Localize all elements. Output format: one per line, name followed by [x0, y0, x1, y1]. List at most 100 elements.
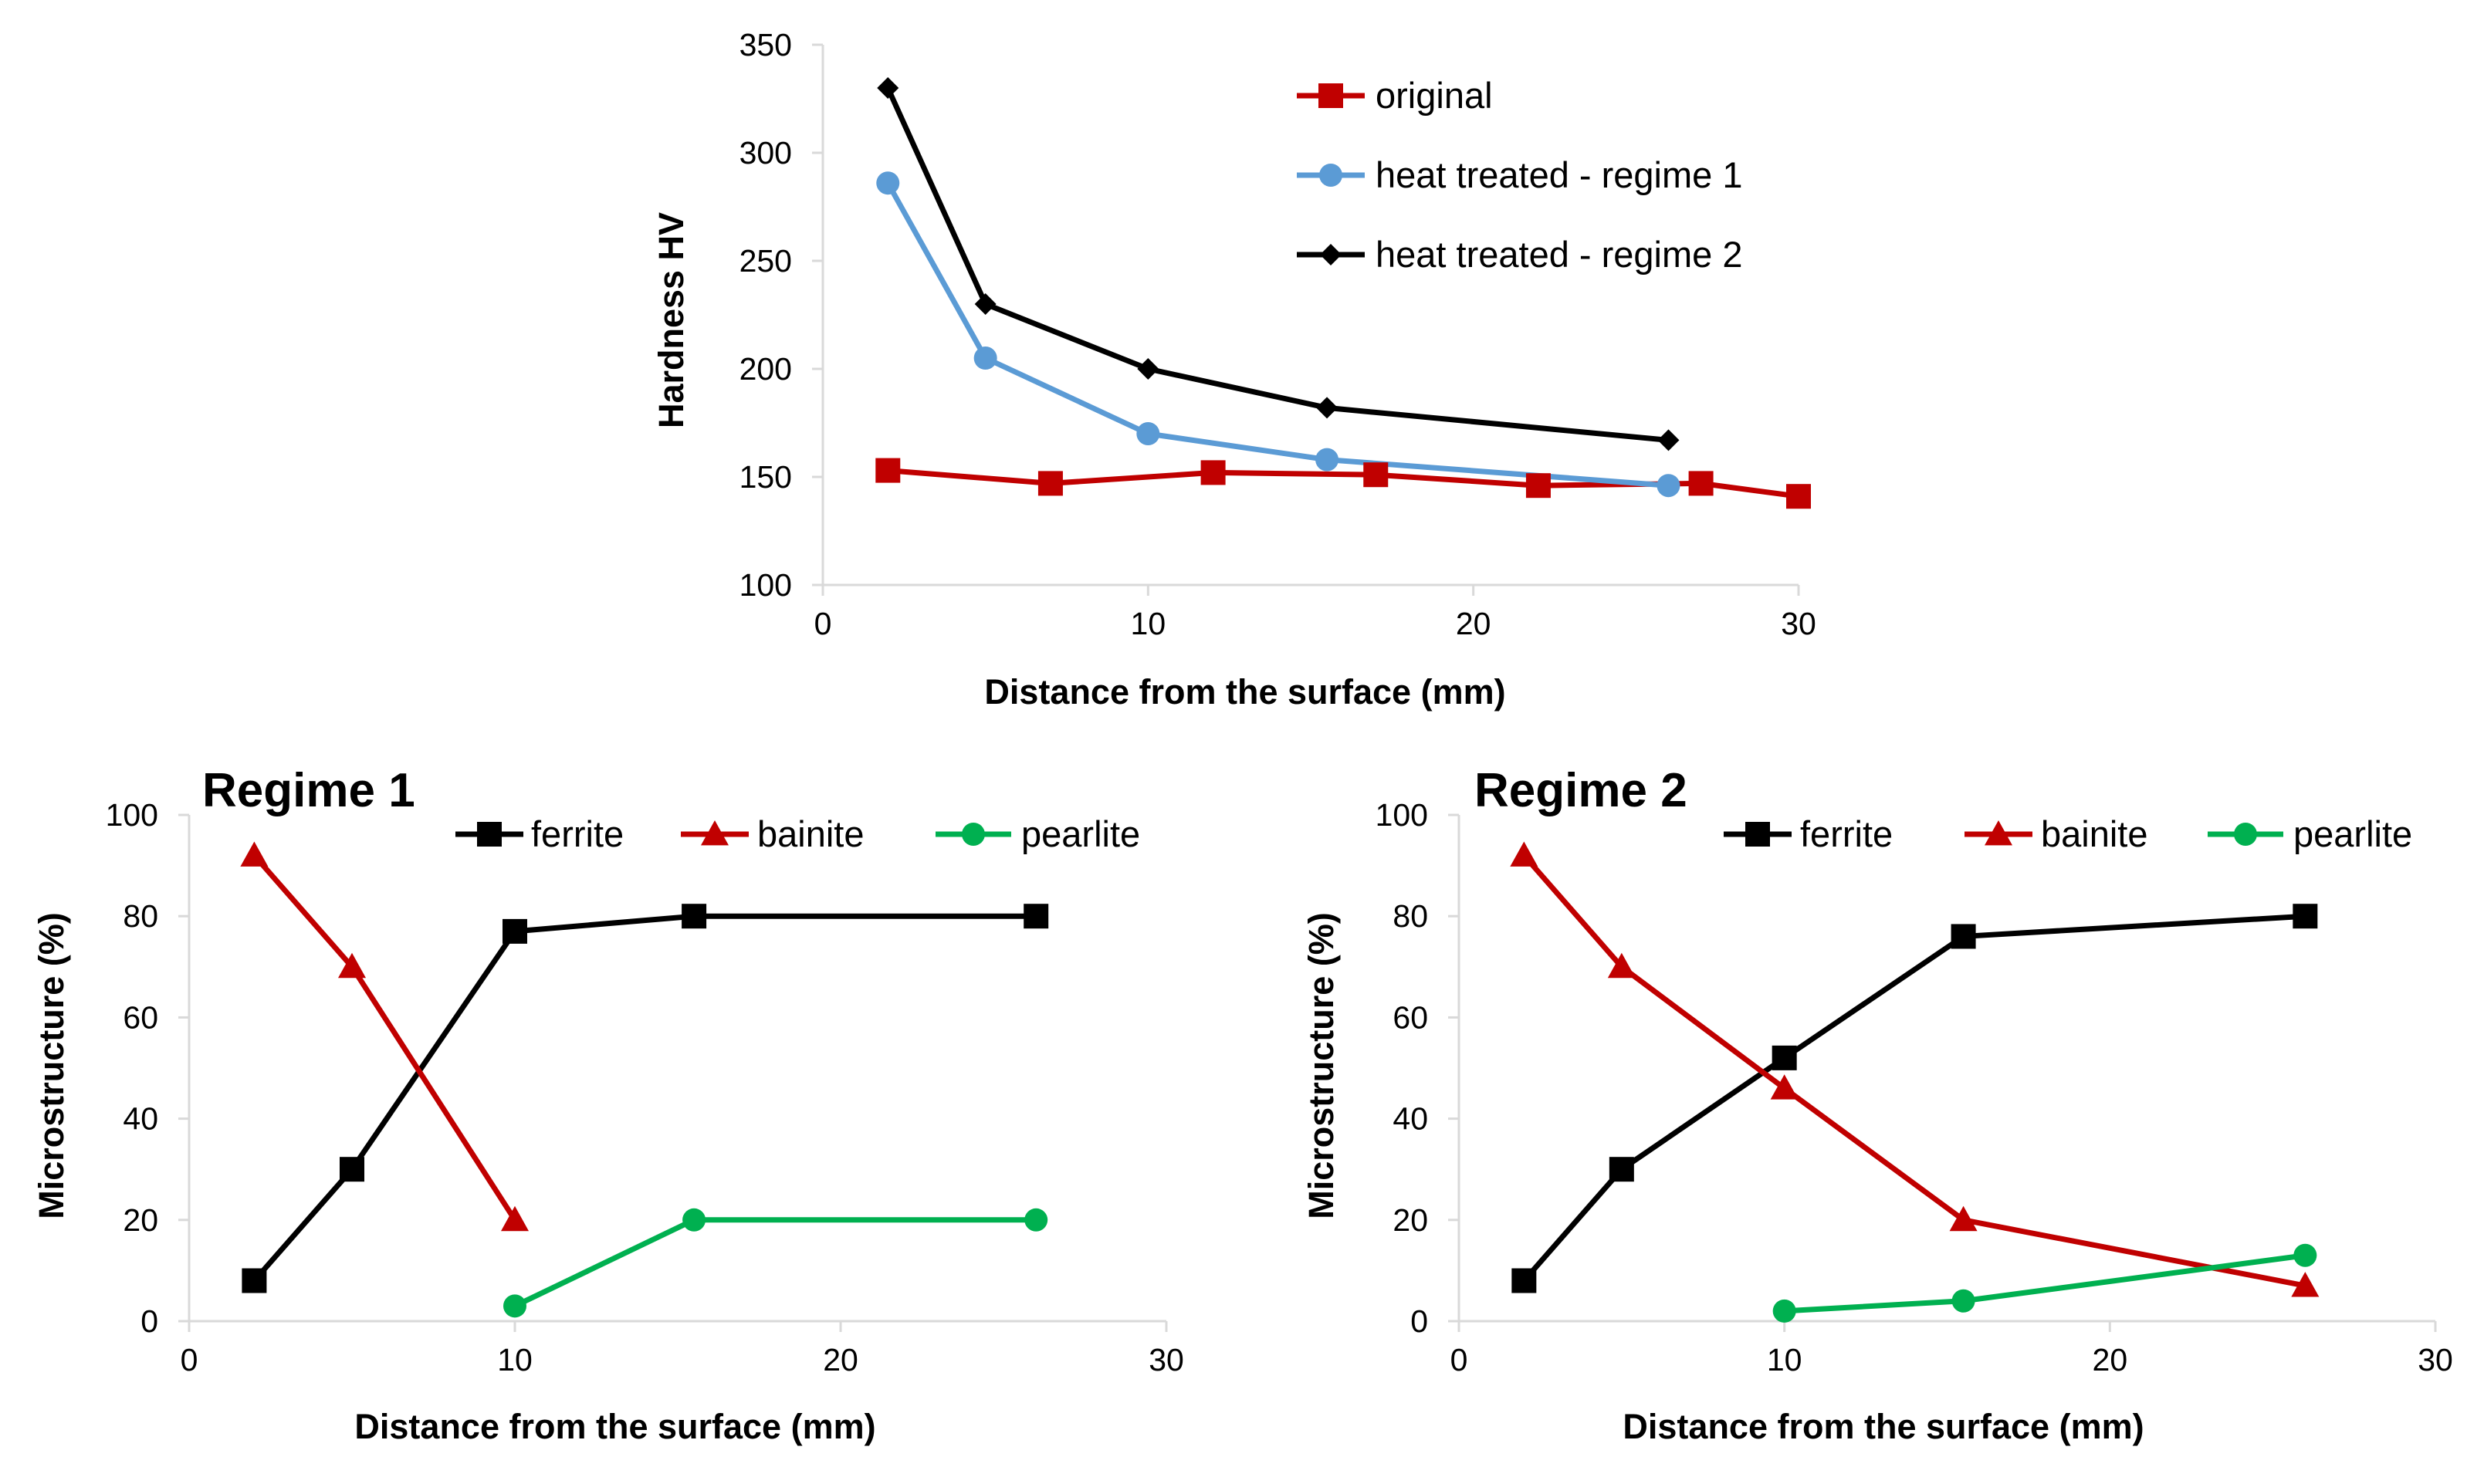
hardness-chart-x-label: Distance from the surface (mm) [984, 672, 1505, 712]
regime2-legend-label-0: ferrite [1800, 813, 1893, 854]
regime2-series-2-point-1 [1951, 1289, 1975, 1313]
hardness-legend-label-1: heat treated - regime 1 [1376, 154, 1743, 195]
regime2-y-tick-label: 100 [1376, 797, 1428, 833]
regime1-legend-marker-1 [701, 820, 729, 846]
regime2-series-line-1 [1521, 854, 2306, 1289]
regime1-y-tick-label: 40 [123, 1101, 158, 1137]
regime2-chart: Regime 2 Microstructure (%) Distance fro… [1301, 764, 2453, 1446]
regime1-series-0-point-1 [340, 1157, 364, 1182]
regime2-legend-marker-1 [1985, 820, 2012, 846]
regime2-series-0-point-0 [1511, 1268, 1537, 1293]
regime2-chart-y-label: Microstructure (%) [1301, 912, 1341, 1219]
regime1-series-2-point-0 [503, 1294, 526, 1318]
regime2-series-2-point-0 [1772, 1299, 1796, 1323]
regime2-series-0-point-2 [1772, 1045, 1797, 1070]
regime1-x-tick-label: 0 [181, 1342, 198, 1378]
hardness-series-1-point-3 [1315, 448, 1339, 472]
regime1-x-tick-label: 20 [823, 1342, 858, 1378]
regime1-y-tick-label: 20 [123, 1202, 158, 1238]
regime1-series-2-point-1 [682, 1208, 706, 1232]
regime1-legend-label-2: pearlite [1021, 813, 1140, 854]
regime1-series-line-0 [252, 913, 1037, 1283]
hardness-y-tick-label: 250 [739, 243, 792, 279]
hardness-legend-label-2: heat treated - regime 2 [1376, 234, 1743, 275]
regime1-legend-marker-2 [962, 823, 985, 846]
regime1-series-0-point-0 [242, 1268, 267, 1293]
regime2-series-1-point-2 [1770, 1074, 1799, 1100]
hardness-legend-marker-0 [1318, 83, 1343, 108]
hardness-legend-marker-1 [1319, 164, 1342, 187]
regime1-series-1-point-2 [501, 1205, 529, 1232]
regime2-legend-label-2: pearlite [2293, 813, 2412, 854]
regime1-series-1-point-0 [240, 841, 269, 867]
hardness-series-1-point-0 [876, 171, 900, 195]
regime1-legend-marker-0 [477, 822, 502, 847]
regime1-y-tick-label: 100 [106, 797, 158, 833]
hardness-legend-label-0: original [1376, 75, 1493, 116]
regime2-y-tick-label: 0 [1410, 1303, 1428, 1339]
regime1-series-line-1 [252, 854, 517, 1222]
hardness-y-tick-label: 350 [739, 27, 792, 63]
hardness-series-0-point-1 [1037, 471, 1063, 496]
hardness-chart: Hardness HV Distance from the surface (m… [651, 27, 1816, 712]
hardness-y-tick-label: 300 [739, 135, 792, 171]
hardness-series-0-point-6 [1786, 484, 1811, 509]
regime2-legend-label-1: bainite [2041, 813, 2148, 854]
regime1-chart-y-label: Microstructure (%) [32, 912, 71, 1219]
regime1-series-0-point-4 [1024, 904, 1049, 929]
hardness-x-tick-label: 0 [814, 606, 832, 641]
hardness-series-0-point-3 [1363, 462, 1389, 488]
regime1-x-tick-label: 10 [497, 1342, 533, 1378]
regime2-y-tick-label: 40 [1393, 1101, 1428, 1137]
regime1-series-0-point-3 [682, 904, 707, 929]
regime2-series-line-2 [1784, 1252, 2306, 1314]
regime2-series-0-point-1 [1609, 1157, 1634, 1182]
hardness-y-tick-label: 150 [739, 459, 792, 495]
hardness-x-tick-label: 20 [1456, 606, 1491, 641]
regime1-y-tick-label: 60 [123, 999, 158, 1035]
regime2-y-tick-label: 60 [1393, 999, 1428, 1035]
regime1-chart-x-label: Distance from the surface (mm) [354, 1407, 875, 1446]
hardness-series-1-point-2 [1136, 422, 1160, 445]
hardness-series-0-point-4 [1525, 473, 1551, 499]
regime2-chart-x-label: Distance from the surface (mm) [1623, 1407, 2144, 1446]
regime2-series-1-point-3 [1949, 1205, 1978, 1232]
hardness-series-1-point-4 [1657, 474, 1680, 498]
regime2-series-line-0 [1521, 913, 2306, 1283]
regime1-legend-label-0: ferrite [531, 813, 624, 854]
regime2-series-1-point-0 [1510, 841, 1538, 867]
hardness-series-1-point-1 [973, 346, 997, 370]
regime2-legend-marker-0 [1745, 822, 1770, 847]
regime2-series-1-point-1 [1607, 952, 1636, 979]
regime1-series-2-point-2 [1024, 1208, 1048, 1232]
regime2-series-2-point-2 [2293, 1243, 2317, 1267]
hardness-series-2-point-3 [1316, 397, 1338, 419]
hardness-x-tick-label: 10 [1131, 606, 1166, 641]
hardness-series-0-point-2 [1200, 460, 1226, 485]
regime2-y-tick-label: 20 [1393, 1202, 1428, 1238]
regime1-x-tick-label: 30 [1149, 1342, 1184, 1378]
regime1-series-0-point-2 [503, 918, 527, 944]
regime1-chart: Regime 1 Microstructure (%) Distance fro… [32, 764, 1184, 1446]
hardness-chart-y-label: Hardness HV [651, 212, 691, 428]
regime1-chart-title: Regime 1 [202, 764, 415, 817]
regime2-x-tick-label: 0 [1450, 1342, 1468, 1378]
regime2-series-0-point-3 [1951, 924, 1976, 949]
hardness-series-2-point-0 [877, 77, 899, 99]
regime1-legend-label-1: bainite [757, 813, 865, 854]
hardness-x-tick-label: 30 [1781, 606, 1816, 641]
hardness-series-2-point-2 [1137, 358, 1159, 380]
hardness-y-tick-label: 100 [739, 567, 792, 603]
regime2-x-tick-label: 10 [1767, 1342, 1802, 1378]
hardness-series-0-point-5 [1688, 471, 1714, 496]
regime2-legend-marker-2 [2234, 823, 2257, 846]
regime2-series-1-point-4 [2291, 1272, 2320, 1297]
hardness-y-tick-label: 200 [739, 351, 792, 387]
regime2-chart-title: Regime 2 [1474, 764, 1687, 817]
regime2-y-tick-label: 80 [1393, 898, 1428, 934]
regime1-y-tick-label: 0 [140, 1303, 158, 1339]
hardness-series-0-point-0 [875, 458, 901, 483]
regime1-y-tick-label: 80 [123, 898, 158, 934]
hardness-series-2-point-1 [974, 293, 997, 315]
